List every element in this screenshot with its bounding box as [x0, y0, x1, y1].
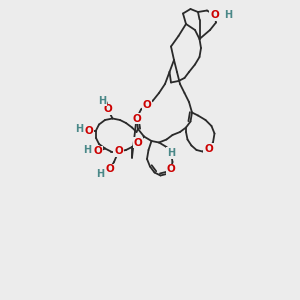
Text: H: H — [98, 95, 106, 106]
Text: H: H — [83, 145, 91, 155]
Text: O: O — [105, 164, 114, 175]
Text: O: O — [210, 10, 219, 20]
Text: O: O — [103, 104, 112, 115]
Text: H: H — [224, 10, 232, 20]
Text: O: O — [204, 143, 213, 154]
Text: O: O — [142, 100, 152, 110]
Text: O: O — [167, 164, 176, 175]
Text: O: O — [132, 113, 141, 124]
Text: O: O — [114, 146, 123, 157]
Text: H: H — [167, 148, 175, 158]
Text: H: H — [96, 169, 105, 179]
Text: H: H — [75, 124, 84, 134]
Text: O: O — [134, 137, 142, 148]
Text: O: O — [84, 125, 93, 136]
Text: O: O — [93, 146, 102, 157]
